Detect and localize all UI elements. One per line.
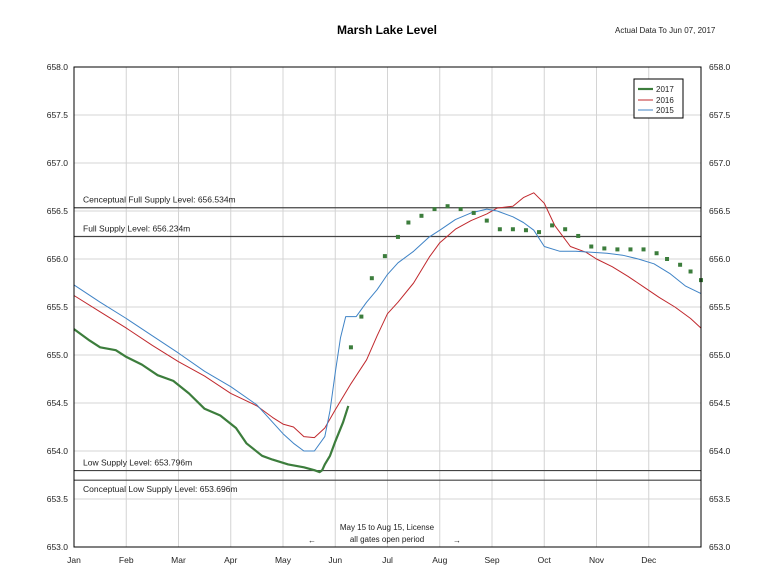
- x-axis: Jan Feb Mar Apr May Jun Jul Aug Sep Oct Nov Dec: [67, 555, 657, 565]
- y-tick-label-right: 654.5: [709, 398, 731, 408]
- forecast-marker: [563, 227, 568, 232]
- forecast-marker: [602, 246, 607, 251]
- y-tick-label-right: 653.5: [709, 494, 731, 504]
- y-tick-label-left: 656.0: [47, 254, 69, 264]
- forecast-marker: [510, 227, 515, 232]
- forecast-marker: [445, 204, 450, 209]
- legend-label-2015: 2015: [656, 106, 674, 115]
- legend-label-2017: 2017: [656, 85, 674, 94]
- forecast-marker: [550, 223, 555, 228]
- reference-lines: Cenceptual Full Supply Level: 656.534m Fu…: [74, 195, 701, 494]
- reference-line-label: Conceptual Low Supply Level: 653.696m: [83, 484, 238, 494]
- annotation-line2: all gates open period: [350, 535, 424, 544]
- forecast-marker: [665, 257, 670, 261]
- forecast-marker: [382, 254, 387, 259]
- y-tick-label-left: 654.0: [47, 446, 69, 456]
- reference-line-label: Cenceptual Full Supply Level: 656.534m: [83, 195, 236, 205]
- x-tick-label: Apr: [224, 555, 237, 565]
- forecast-marker: [484, 218, 489, 223]
- legend-label-2016: 2016: [656, 96, 674, 105]
- x-tick-label: Mar: [171, 555, 186, 565]
- forecast-marker: [628, 247, 633, 252]
- forecast-marker: [359, 314, 364, 319]
- x-tick-label: Dec: [641, 555, 657, 565]
- y-tick-label-left: 655.5: [47, 302, 69, 312]
- y-tick-label-right: 656.5: [709, 206, 731, 216]
- forecast-marker: [654, 251, 659, 256]
- reference-line-label: Low Supply Level: 653.796m: [83, 458, 192, 468]
- y-tick-label-right: 656.0: [709, 254, 731, 264]
- y-tick-label-right: 655.0: [709, 350, 731, 360]
- license-annotation: May 15 to Aug 15, License all gates open…: [308, 523, 461, 545]
- forecast-marker: [406, 220, 411, 225]
- forecast-marker: [419, 213, 424, 218]
- forecast-marker: [589, 244, 594, 249]
- annotation-line1: May 15 to Aug 15, License: [340, 523, 435, 532]
- forecast-marker: [576, 233, 581, 238]
- reference-line-label: Full Supply Level: 656.234m: [83, 224, 190, 234]
- y-tick-label-left: 655.0: [47, 350, 69, 360]
- y-tick-label-left: 656.5: [47, 206, 69, 216]
- y-tick-label-right: 654.0: [709, 446, 731, 456]
- y-tick-label-left: 654.5: [47, 398, 69, 408]
- annotation-left-arrow: ←: [308, 536, 316, 545]
- x-tick-label: Sep: [484, 555, 499, 565]
- series-line-2017: [73, 328, 350, 474]
- forecast-marker: [537, 230, 542, 235]
- forecast-marker: [458, 207, 463, 212]
- legend: 2017 2016 2015: [633, 78, 684, 119]
- x-tick-label: May: [275, 555, 292, 565]
- forecast-marker: [688, 269, 693, 274]
- y-tick-label-right: 653.0: [709, 542, 731, 552]
- series-line-2015: [73, 208, 702, 452]
- annotation-right-arrow: →: [453, 536, 461, 545]
- forecast-marker: [497, 227, 502, 232]
- forecast-marker: [641, 247, 646, 252]
- x-tick-label: Oct: [538, 555, 552, 565]
- y-tick-label-right: 657.5: [709, 110, 731, 120]
- y-tick-label-left: 657.5: [47, 110, 69, 120]
- forecast-marker: [615, 247, 620, 252]
- y-axis-right: 658.0 657.5 657.0 656.5 656.0 655.5 655.0 654.5…: [709, 62, 731, 552]
- y-tick-label-left: 657.0: [47, 158, 69, 168]
- chart-title: Marsh Lake Level: [337, 23, 437, 37]
- x-tick-label: Aug: [432, 555, 447, 565]
- grid: [74, 66, 701, 548]
- forecast-marker: [523, 228, 528, 233]
- legend-box: [633, 78, 684, 119]
- forecast-marker: [369, 276, 374, 281]
- x-tick-label: Nov: [589, 555, 605, 565]
- y-tick-label-right: 655.5: [709, 302, 731, 312]
- x-tick-label: Jun: [328, 555, 342, 565]
- forecast-marker: [678, 262, 683, 267]
- x-tick-label: Jul: [382, 555, 393, 565]
- x-tick-label: Feb: [119, 555, 134, 565]
- forecast-marker: [395, 234, 400, 239]
- y-tick-label-left: 658.0: [47, 62, 69, 72]
- y-tick-label-right: 658.0: [709, 62, 731, 72]
- series-layer: [73, 192, 703, 474]
- y-axis-left: 658.0 657.5 657.0 656.5 656.0 655.5 655.0 654.5…: [47, 62, 69, 552]
- series-line-2016: [73, 192, 702, 439]
- forecast-marker: [348, 345, 353, 350]
- forecast-marker: [432, 207, 437, 212]
- x-tick-label: Jan: [67, 555, 81, 565]
- plot-area: [73, 66, 702, 548]
- y-tick-label-left: 653.0: [47, 542, 69, 552]
- forecast-marker: [471, 210, 476, 215]
- y-tick-label-right: 657.0: [709, 158, 731, 168]
- y-tick-label-left: 653.5: [47, 494, 69, 504]
- chart-subtitle: Actual Data To Jun 07, 2017: [615, 26, 716, 35]
